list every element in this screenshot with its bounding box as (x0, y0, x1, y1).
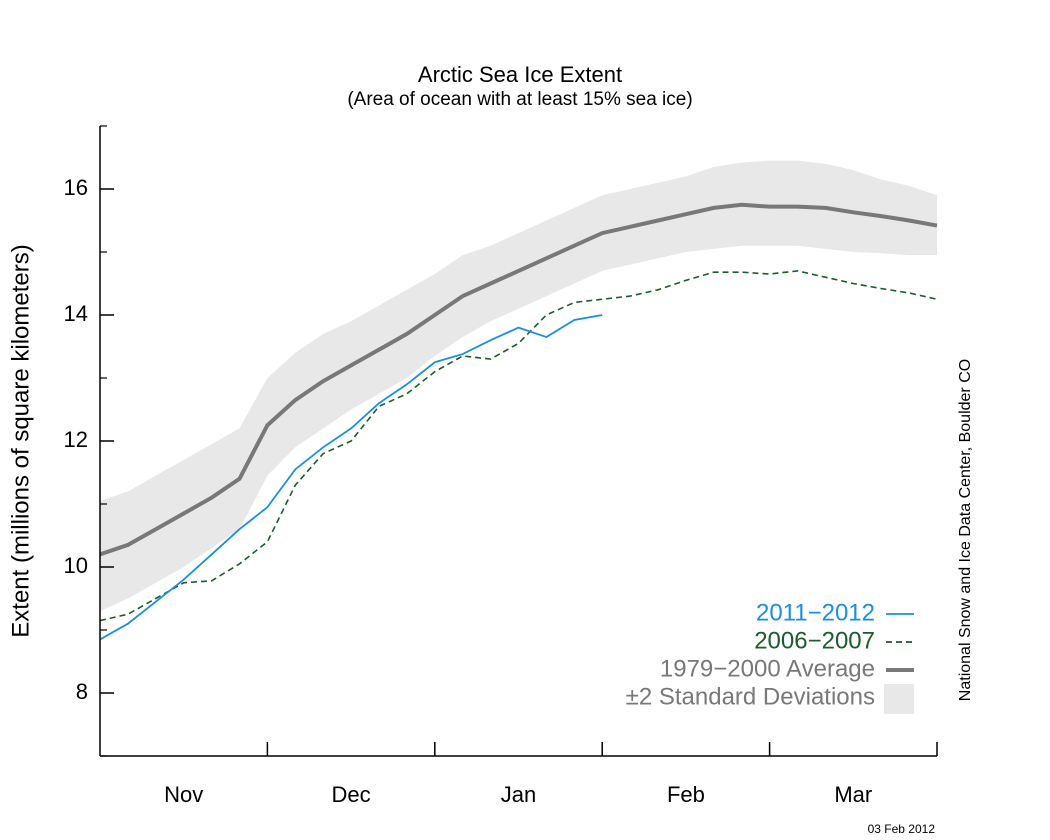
y-tick-label: 14 (64, 301, 88, 326)
x-tick-label: Dec (332, 782, 371, 807)
source-note: National Snow and Ice Data Center, Bould… (957, 359, 974, 701)
legend-label: 2011−2012 (756, 599, 875, 626)
legend-label: 1979−2000 Average (660, 655, 875, 682)
x-tick-label: Jan (501, 782, 536, 807)
legend-label: 2006−2007 (754, 627, 875, 654)
series-line (99, 202, 938, 557)
chart-title: Arctic Sea Ice Extent (418, 62, 622, 87)
series-line (99, 270, 938, 622)
chart-subtitle: (Area of ocean with at least 15% sea ice… (347, 89, 692, 110)
x-tick-label: Mar (834, 782, 872, 807)
x-tick-label: Feb (667, 782, 705, 807)
y-axis-label: Extent (millions of square kilometers) (7, 244, 34, 637)
y-tick-label: 10 (64, 553, 88, 578)
y-tick-label: 16 (64, 175, 88, 200)
x-tick-label: Nov (164, 782, 203, 807)
std-band (100, 160, 937, 612)
y-tick-label: 8 (76, 679, 88, 704)
date-note: 03 Feb 2012 (868, 822, 936, 836)
series-line (99, 314, 603, 641)
y-tick-label: 12 (64, 427, 88, 452)
legend-swatch (884, 684, 914, 714)
legend-label: ±2 Standard Deviations (626, 683, 875, 710)
